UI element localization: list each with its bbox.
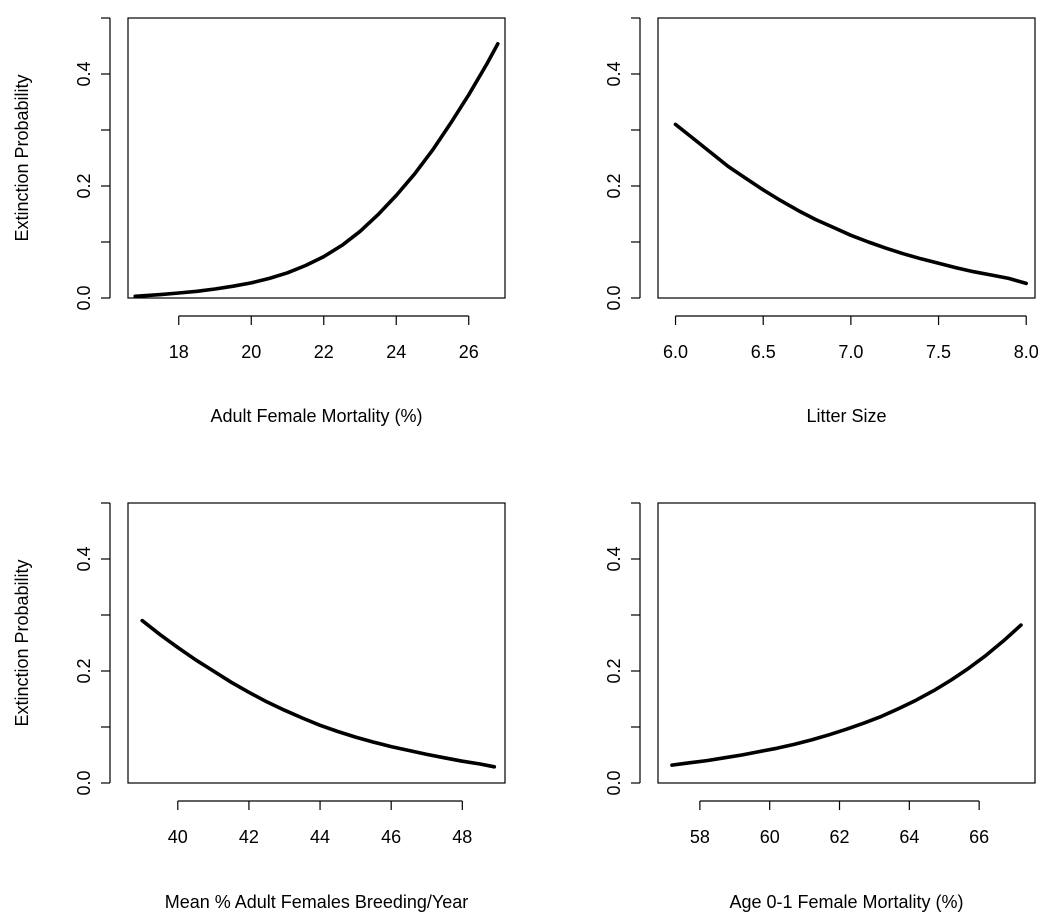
x-tick-label: 66 xyxy=(969,827,989,847)
extinction-probability-line xyxy=(133,41,500,299)
panel-top-left: 0.0 0.2 0.4 18 20 22 24 26 Adult Female Mortalit… xyxy=(12,17,506,426)
x-tick-label: 7.5 xyxy=(926,342,951,362)
y-tick-label: 0.2 xyxy=(74,173,94,198)
x-axis-title: Age 0-1 Female Mortality (%) xyxy=(729,892,963,912)
plot-frame xyxy=(127,502,506,784)
y-tick-label: 0.2 xyxy=(74,658,94,683)
extinction-probability-line xyxy=(673,122,1028,286)
y-tick-label: 0.0 xyxy=(604,285,624,310)
x-tick-label: 58 xyxy=(690,827,710,847)
panel-top-right: 0.0 0.2 0.4 6.0 6.5 7.0 7.5 8.0 Litter Size xyxy=(604,17,1039,426)
y-tick-label: 0.2 xyxy=(604,658,624,683)
x-axis-title: Litter Size xyxy=(806,406,886,426)
x-axis-title: Adult Female Mortality (%) xyxy=(210,406,422,426)
y-tick-label: 0.4 xyxy=(604,61,624,86)
x-axis-title: Mean % Adult Females Breeding/Year xyxy=(165,892,469,912)
x-tick-label: 20 xyxy=(241,342,261,362)
y-tick-label: 0.4 xyxy=(604,546,624,571)
y-tick-label: 0.0 xyxy=(604,770,624,795)
y-axis-title: Extinction Probability xyxy=(12,74,32,241)
x-tick-label: 6.0 xyxy=(663,342,688,362)
x-tick-label: 8.0 xyxy=(1014,342,1039,362)
y-tick-label: 0.0 xyxy=(74,770,94,795)
panel-bottom-right: 0.0 0.2 0.4 58 60 62 64 66 Age 0-1 Female Mortal… xyxy=(604,502,1036,912)
plot-frame xyxy=(657,502,1036,784)
x-tick-label: 6.5 xyxy=(751,342,776,362)
x-tick-label: 64 xyxy=(899,827,919,847)
plot-frame xyxy=(127,17,506,299)
y-tick-label: 0.4 xyxy=(74,61,94,86)
extinction-probability-line xyxy=(670,623,1023,767)
x-tick-label: 18 xyxy=(169,342,189,362)
y-tick-label: 0.4 xyxy=(74,546,94,571)
x-tick-label: 46 xyxy=(381,827,401,847)
y-tick-label: 0.0 xyxy=(74,285,94,310)
x-tick-label: 26 xyxy=(459,342,479,362)
x-tick-label: 24 xyxy=(386,342,406,362)
y-tick-label: 0.2 xyxy=(604,173,624,198)
plot-frame xyxy=(657,17,1036,299)
x-tick-label: 60 xyxy=(760,827,780,847)
x-tick-label: 48 xyxy=(452,827,472,847)
x-tick-label: 62 xyxy=(830,827,850,847)
y-axis-title: Extinction Probability xyxy=(12,559,32,726)
x-tick-label: 44 xyxy=(310,827,330,847)
x-tick-label: 22 xyxy=(314,342,334,362)
panel-bottom-left: 0.0 0.2 0.4 40 42 44 46 48 Mean % Adult Females … xyxy=(12,502,506,912)
x-tick-label: 42 xyxy=(239,827,259,847)
x-tick-label: 7.0 xyxy=(838,342,863,362)
extinction-probability-line xyxy=(140,618,497,769)
x-tick-label: 40 xyxy=(168,827,188,847)
